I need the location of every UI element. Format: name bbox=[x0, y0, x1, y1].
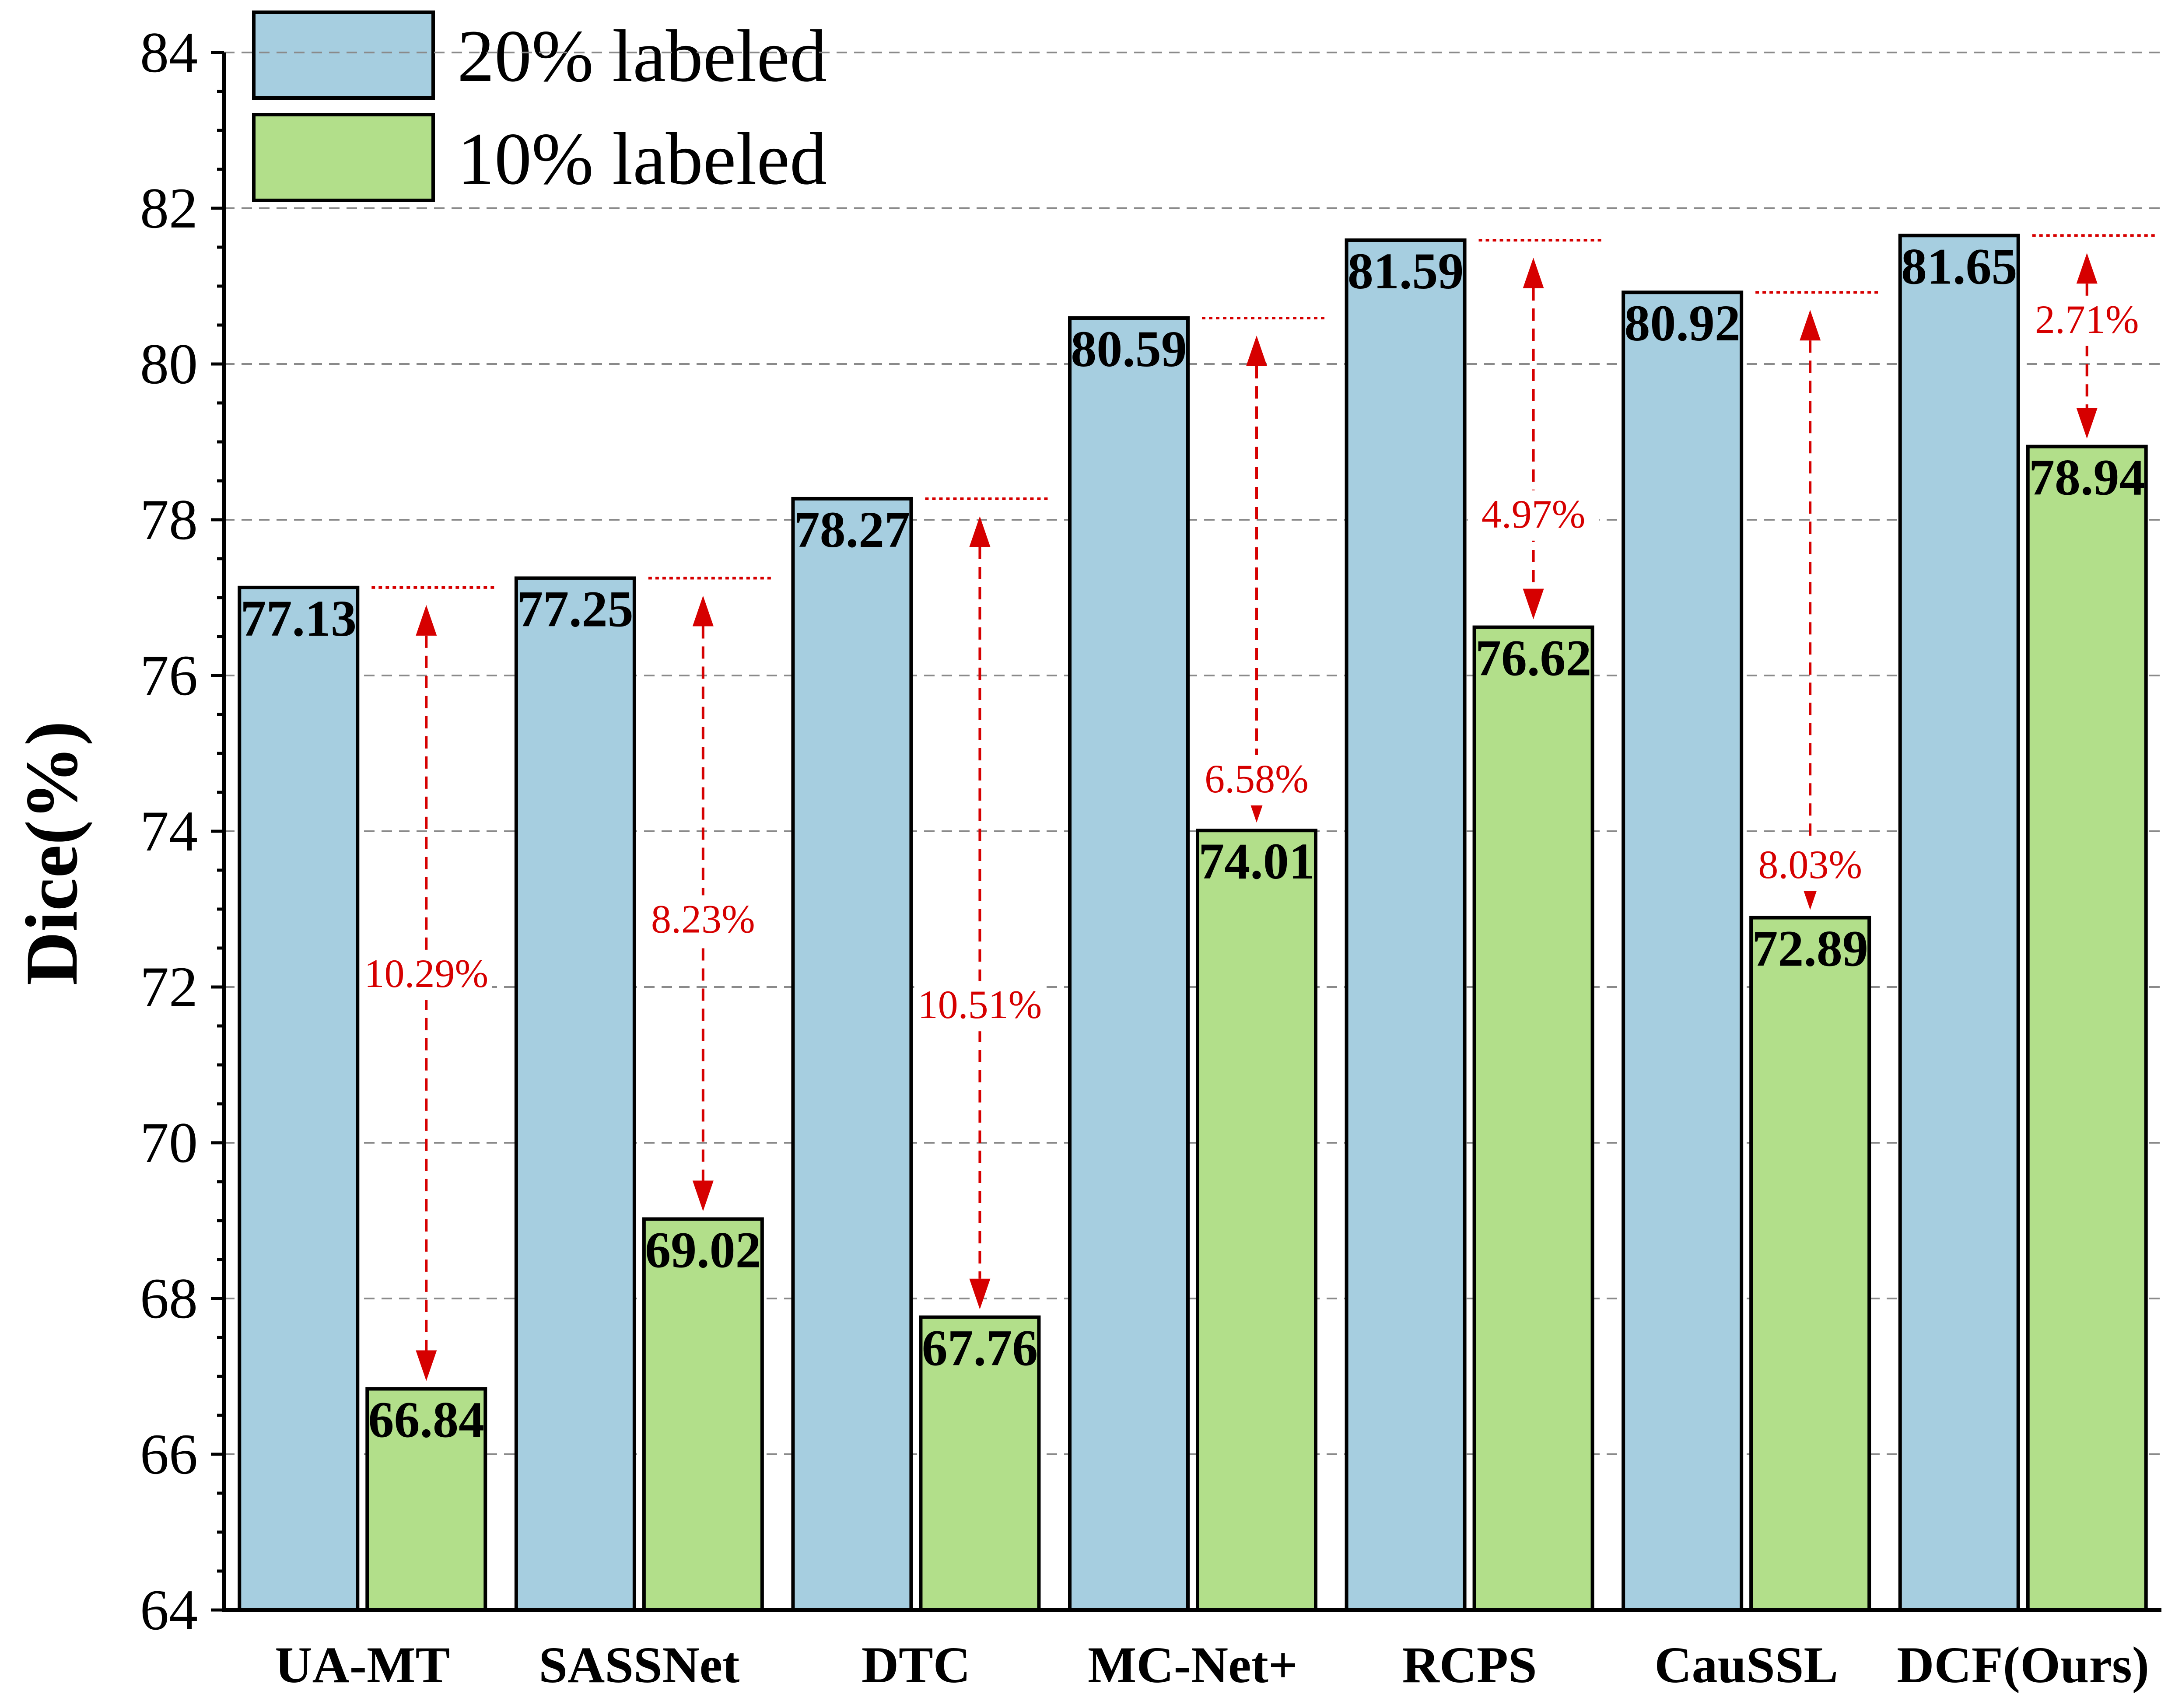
data-label-20: 77.25 bbox=[517, 581, 634, 638]
data-label-10: 74.01 bbox=[1198, 833, 1315, 890]
y-tick-label: 70 bbox=[140, 1110, 198, 1175]
data-label-10: 76.62 bbox=[1475, 630, 1592, 687]
data-label-20: 77.13 bbox=[241, 590, 357, 647]
gap-arrow-head-down bbox=[1523, 588, 1544, 620]
data-label-20: 80.92 bbox=[1624, 294, 1741, 352]
bar-20-labeled bbox=[1068, 316, 1190, 1612]
annotation-bg bbox=[361, 950, 492, 1000]
legend: 20% labeled 10% labeled bbox=[252, 10, 827, 202]
y-tick-label: 74 bbox=[140, 799, 198, 863]
gap-arrow-head-up bbox=[2076, 253, 2098, 284]
annotation-bg bbox=[1191, 755, 1322, 805]
annotation-bg bbox=[637, 895, 769, 946]
y-tick-label: 72 bbox=[140, 955, 198, 1019]
x-tick-label: SASSNet bbox=[539, 1636, 739, 1694]
legend-label-10: 10% labeled bbox=[457, 118, 827, 200]
y-tick-label: 80 bbox=[140, 332, 198, 396]
y-tick-label: 68 bbox=[140, 1266, 198, 1330]
bar-10-labeled bbox=[1196, 829, 1317, 1612]
data-label-10: 66.84 bbox=[368, 1391, 485, 1448]
bar-10-labeled bbox=[642, 1217, 764, 1612]
y-tick-label: 66 bbox=[140, 1422, 198, 1486]
annotation-layer: 10.29% 8.23% 10.51% 6.58% 4.97% 8.03% 2.71% bbox=[361, 234, 2155, 1381]
data-label-10: 78.94 bbox=[2029, 449, 2145, 506]
y-tick-label: 76 bbox=[140, 643, 198, 707]
bar-20-labeled bbox=[238, 585, 360, 1612]
bar-10-labeled bbox=[1749, 916, 1871, 1612]
x-tick-label: RCPS bbox=[1402, 1636, 1537, 1694]
gap-annotation: 10.29% bbox=[364, 951, 488, 996]
annotation-bg bbox=[2021, 295, 2153, 346]
annotation-bg bbox=[914, 981, 1046, 1032]
x-tick-label: MC-Net+ bbox=[1088, 1636, 1298, 1694]
gap-annotation: 8.23% bbox=[651, 896, 755, 941]
annotation-bg bbox=[1744, 840, 1876, 891]
bar-10-labeled bbox=[2026, 444, 2148, 1612]
gap-arrow-head-up bbox=[1246, 335, 1267, 366]
annotation-bg bbox=[1468, 490, 1599, 541]
x-tick-label: UA-MT bbox=[275, 1636, 450, 1694]
gap-arrow-head-down bbox=[692, 1180, 714, 1211]
y-tick-label: 82 bbox=[140, 176, 198, 240]
gap-annotation: 4.97% bbox=[1482, 492, 1586, 536]
data-label-10: 69.02 bbox=[645, 1221, 761, 1278]
gap-arrow-head-down bbox=[969, 1278, 991, 1309]
gap-annotation: 2.71% bbox=[2035, 297, 2139, 342]
legend-label-20: 20% labeled bbox=[457, 15, 827, 97]
gap-arrow-head-up bbox=[1800, 310, 1821, 341]
gap-arrow-head-up bbox=[1523, 257, 1544, 288]
y-tick-label: 78 bbox=[140, 487, 198, 552]
y-tick-label: 84 bbox=[140, 20, 198, 84]
bar-20-labeled bbox=[1622, 290, 1744, 1612]
bar-20-labeled bbox=[1345, 238, 1467, 1612]
gap-arrow-head-up bbox=[692, 595, 714, 626]
data-label-20: 80.59 bbox=[1071, 320, 1187, 378]
bar-20-labeled bbox=[791, 497, 913, 1612]
legend-swatch-10 bbox=[252, 113, 435, 202]
data-label-10: 72.89 bbox=[1752, 920, 1868, 977]
gap-annotation: 6.58% bbox=[1205, 756, 1309, 801]
gap-annotation: 8.03% bbox=[1758, 842, 1862, 887]
bar-10-labeled bbox=[365, 1387, 487, 1612]
data-label-20: 78.27 bbox=[794, 501, 911, 558]
data-label-10: 67.76 bbox=[922, 1320, 1038, 1377]
x-tick-label: DTC bbox=[862, 1636, 970, 1694]
y-axis-label: Dice(%) bbox=[11, 721, 93, 985]
data-label-20: 81.59 bbox=[1348, 242, 1464, 300]
bar-20-labeled bbox=[1898, 234, 2020, 1612]
x-tick-label: CauSSL bbox=[1654, 1636, 1838, 1694]
bar-20-labeled bbox=[514, 576, 636, 1612]
data-label-20: 81.65 bbox=[1901, 238, 2017, 295]
axis-layer: 64 66 68 70 72 74 76 78 80 82 84 UA-MT SASSNet DTC MC-… bbox=[140, 20, 2161, 1694]
gap-arrow-head-up bbox=[416, 605, 437, 636]
legend-swatch-20 bbox=[252, 10, 435, 100]
gap-arrow-head-down bbox=[2076, 408, 2098, 439]
bars-layer: 77.13 66.84 77.25 69.02 78.27 67.76 80.59 74.01… bbox=[238, 234, 2148, 1612]
bar-10-labeled bbox=[1472, 625, 1594, 1612]
gap-arrow-head-down bbox=[416, 1350, 437, 1381]
gap-annotation: 10.51% bbox=[918, 982, 1042, 1027]
y-tick-label: 64 bbox=[140, 1578, 198, 1642]
gap-arrow-head-up bbox=[969, 516, 991, 547]
x-tick-label: DCF(Ours) bbox=[1897, 1636, 2149, 1694]
